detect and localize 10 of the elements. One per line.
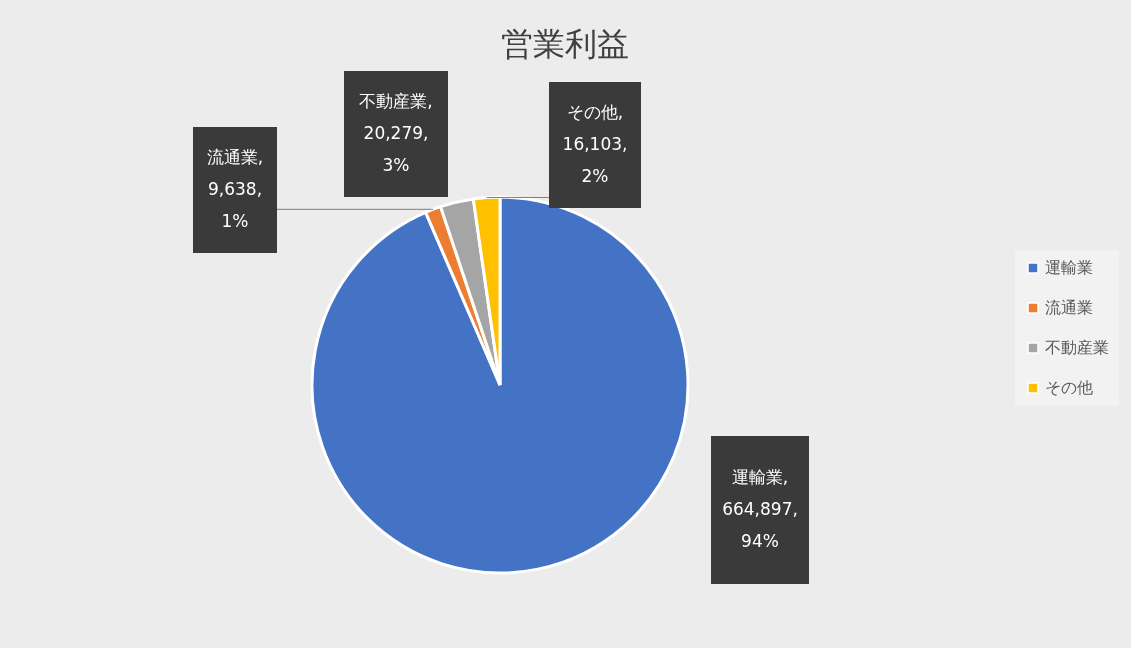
pie-slice [310,195,690,575]
data-label: 流通業, 9,638, 1% [206,147,264,231]
legend-label: 運輸業 [1045,258,1093,277]
data-label: 不動産業, 20,279, 3% [359,91,433,175]
data-label: その他, 16,103, 2% [562,102,628,186]
legend-label: その他 [1045,378,1093,397]
chart-title: 営業利益 [501,25,629,63]
legend-label: 不動産業 [1045,338,1109,357]
legend-label: 流通業 [1045,298,1093,317]
data-label: 運輸業, 664,897, 94% [722,467,798,551]
